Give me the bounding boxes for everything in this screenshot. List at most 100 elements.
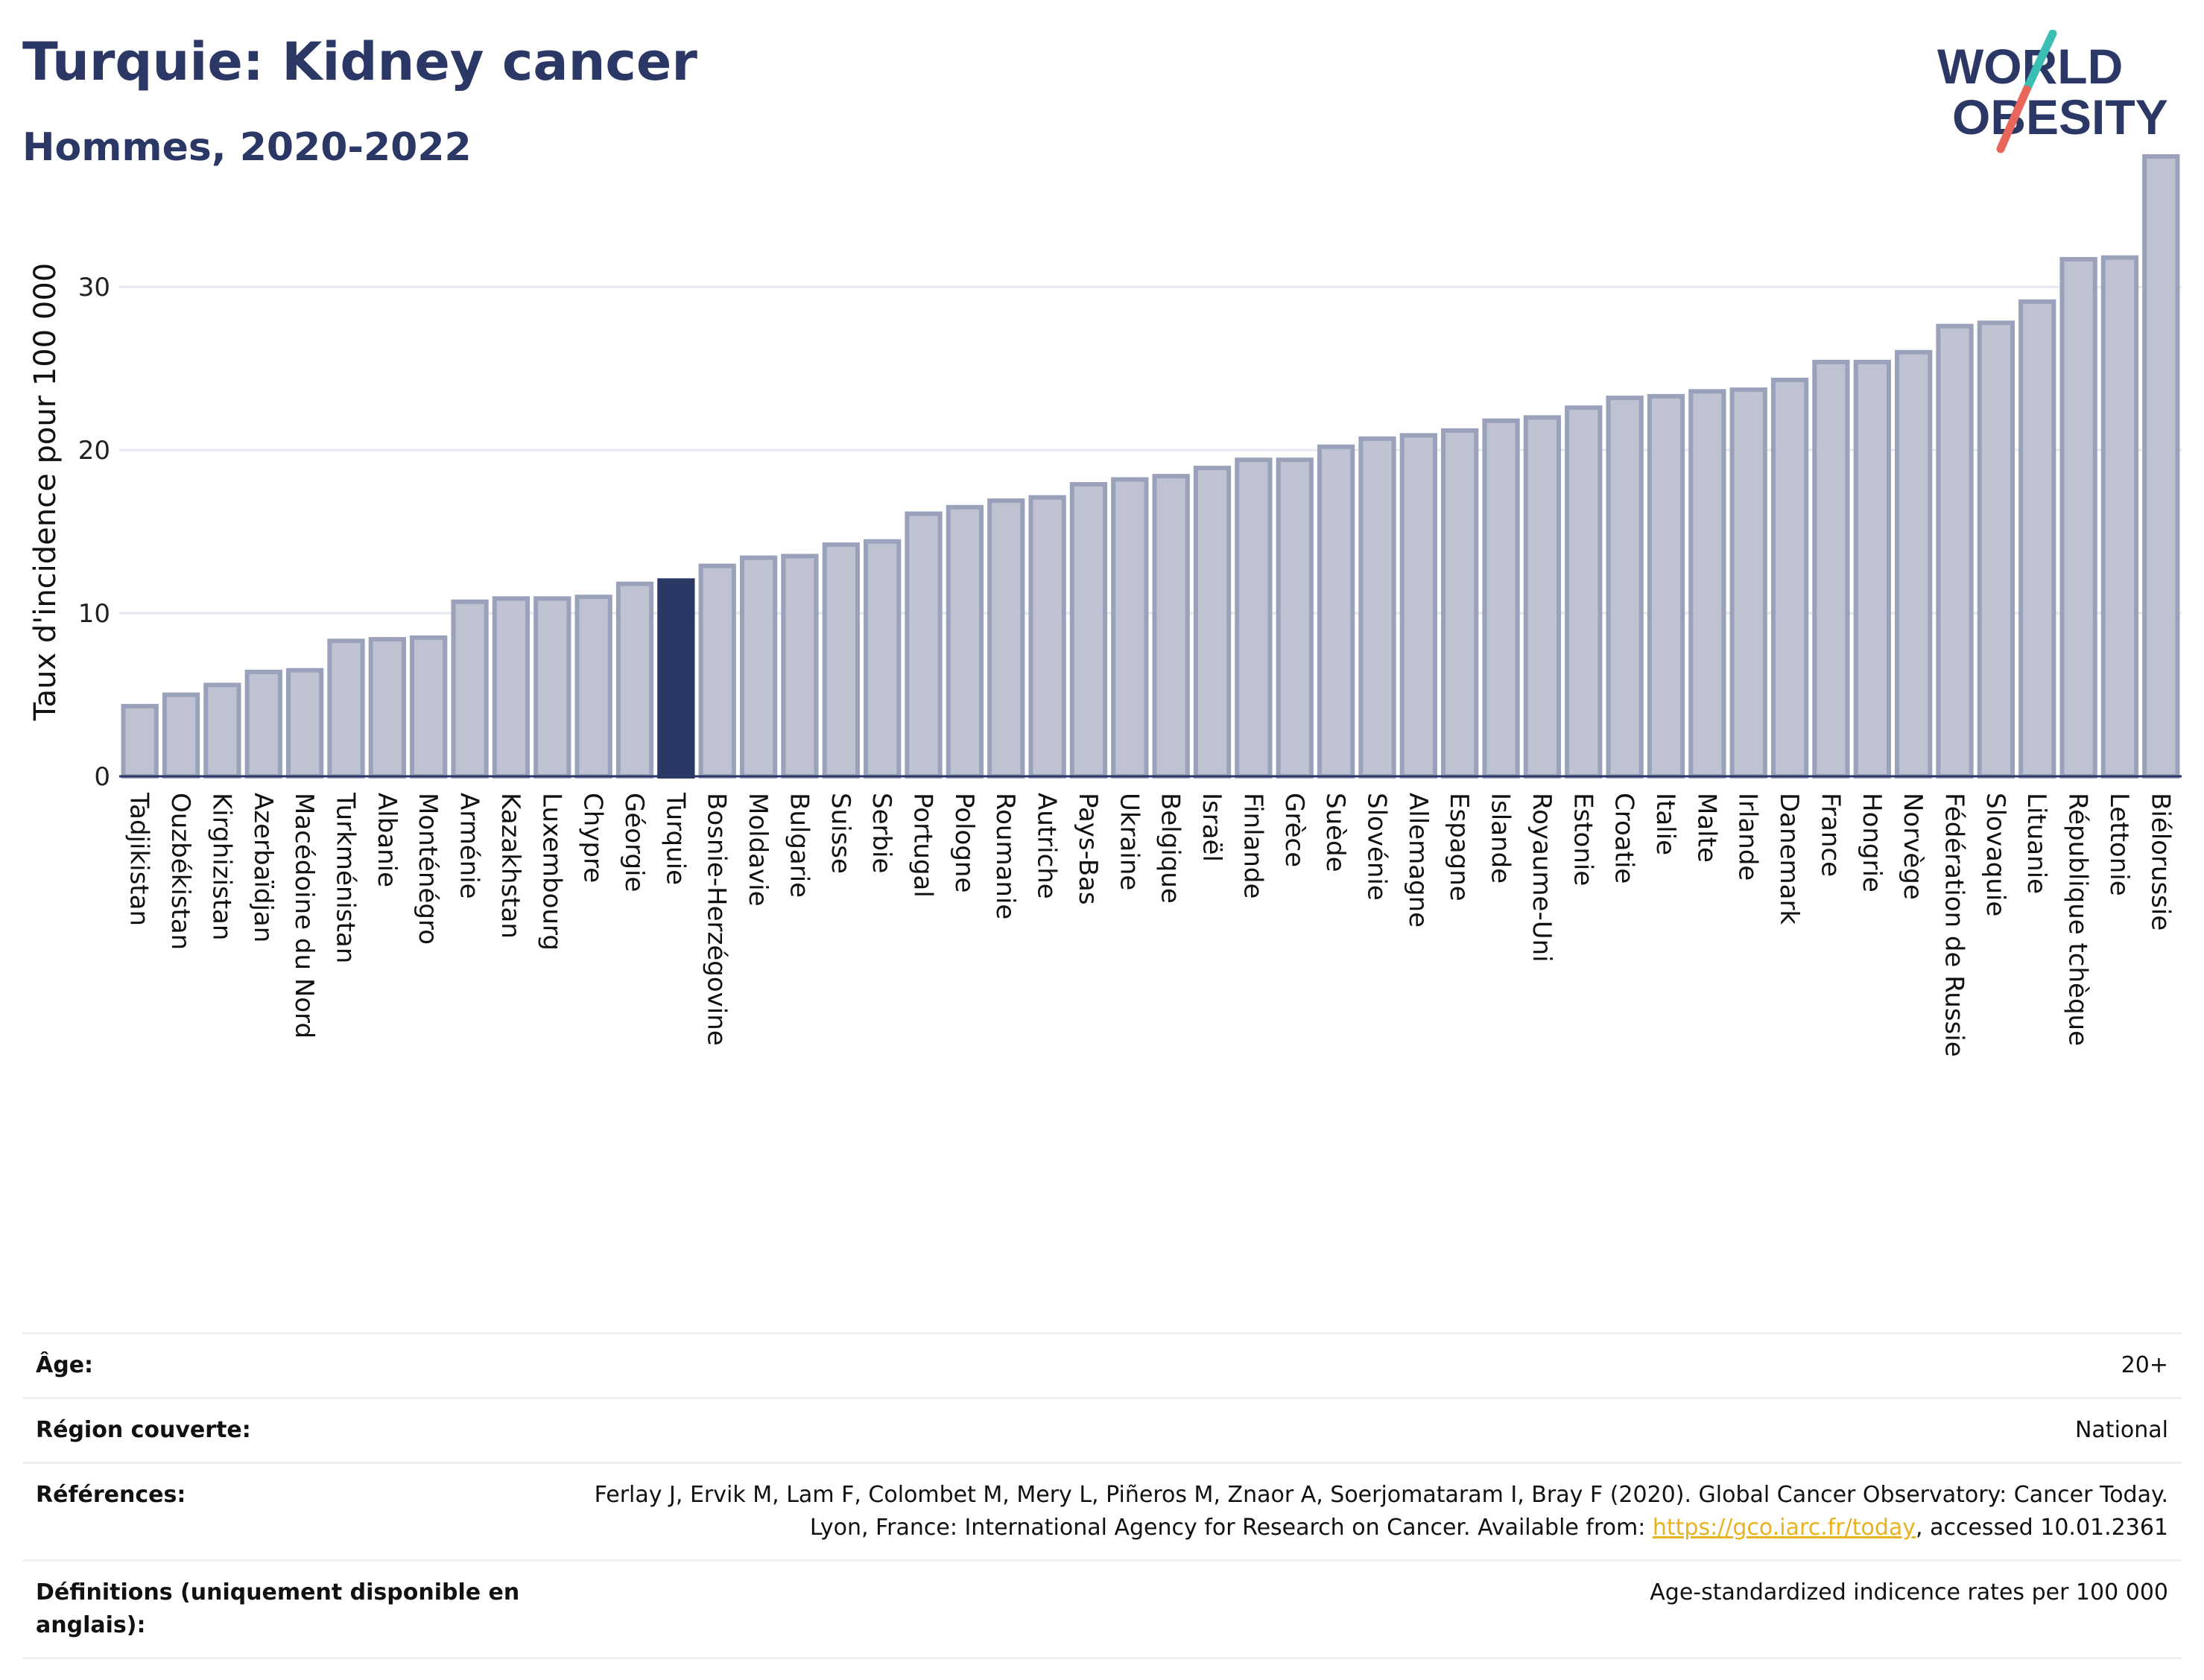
- bar: [1111, 477, 1149, 779]
- bar: [1606, 396, 1644, 779]
- bar: [1523, 415, 1562, 779]
- x-tick-label: Kirghizistan: [206, 793, 236, 940]
- x-tick-label: Belgique: [1156, 793, 1185, 904]
- bar: [1276, 457, 1314, 779]
- bar: [1152, 474, 1190, 779]
- info-table: Âge: 20+ Région couverte: National Référ…: [22, 1332, 2182, 1659]
- x-tick-label: Turkménistan: [330, 792, 360, 963]
- bar: [121, 703, 159, 779]
- x-tick-label: Royaume-Uni: [1527, 793, 1557, 963]
- bar: [1812, 359, 1850, 779]
- bar: [574, 595, 612, 779]
- y-tick-label: 20: [78, 436, 110, 466]
- info-key: Références:: [36, 1482, 186, 1508]
- bar: [1399, 433, 1437, 779]
- bar: [533, 596, 571, 779]
- info-value: National: [2074, 1417, 2168, 1443]
- bar: [1729, 387, 1767, 779]
- bar: [327, 638, 365, 779]
- reference-text: Ferlay J, Ervik M, Lam F, Colombet M, Me…: [594, 1482, 2168, 1541]
- x-tick-label: Hongrie: [1857, 793, 1887, 893]
- bar-chart: 0 10 20 30 Tadjikistan Ouzbékistan Kirghizist…: [28, 154, 2182, 1057]
- bar: [410, 635, 448, 779]
- world-obesity-logo: WORLD OBESITY: [1937, 30, 2168, 153]
- x-tick-label: Estonie: [1568, 793, 1597, 886]
- x-tick-label: Suède: [1320, 793, 1350, 872]
- x-tick-label: Géorgie: [619, 793, 649, 892]
- x-tick-label: Norvège: [1898, 793, 1928, 900]
- bar: [615, 581, 654, 779]
- bar: [1193, 466, 1232, 779]
- bar: [1853, 359, 1891, 779]
- x-tick-label: Ouzbékistan: [165, 793, 195, 950]
- x-tick-label: Azerbaïdjan: [248, 793, 278, 942]
- bar: [285, 668, 324, 779]
- bar: [244, 669, 282, 779]
- bar: [822, 542, 860, 779]
- x-tick-label: Albanie: [372, 793, 402, 887]
- bar: [2100, 255, 2139, 779]
- x-tick-label: Fédération de Russie: [1939, 793, 1969, 1057]
- x-tick-label: Pays-Bas: [1073, 793, 1103, 905]
- reference-accessed: , accessed 10.01.2361: [1916, 1515, 2168, 1541]
- bar: [1358, 436, 1396, 779]
- info-row-definitions: Définitions (uniquement disponible en an…: [22, 1559, 2182, 1659]
- x-tick-label: République tchèque: [2063, 793, 2093, 1046]
- info-value: Age-standardized indicence rates per 100…: [1650, 1579, 2168, 1605]
- bar: [1441, 428, 1479, 779]
- bar: [1688, 389, 1726, 779]
- chart-subtitle: Hommes, 2020-2022: [22, 125, 472, 170]
- x-tick-label: Espagne: [1444, 793, 1474, 901]
- x-tick-label: Grèce: [1279, 793, 1309, 867]
- bar: [781, 554, 819, 779]
- info-row-region: Région couverte: National: [22, 1397, 2182, 1462]
- x-tick-label: Chypre: [578, 793, 608, 883]
- x-tick-label: France: [1815, 793, 1845, 877]
- info-key: Âge:: [36, 1352, 94, 1378]
- x-tick-label: Moldavie: [743, 793, 773, 907]
- info-row-references: Références: Ferlay J, Ervik M, Lam F, Co…: [22, 1462, 2182, 1559]
- x-tick-label: Bosnie-Herzégovine: [702, 793, 732, 1046]
- info-value: 20+: [2121, 1352, 2168, 1378]
- logo-word-obesity: OBESITY: [1952, 89, 2168, 145]
- x-tick-label: Pologne: [949, 793, 979, 893]
- x-tick-label: Malte: [1691, 793, 1721, 863]
- info-key: Région couverte:: [36, 1417, 251, 1443]
- bar: [203, 682, 241, 779]
- bar: [1069, 482, 1108, 779]
- bar: [1565, 405, 1603, 779]
- x-tick-label: Danemark: [1774, 793, 1804, 925]
- bar: [451, 599, 489, 779]
- bar: [1317, 444, 1355, 779]
- bar: [1235, 457, 1273, 779]
- x-tick-label: Allemagne: [1403, 793, 1433, 928]
- bar: [1028, 495, 1066, 779]
- x-tick-label: Croatie: [1609, 793, 1639, 884]
- bar: [2142, 154, 2180, 779]
- x-tick-label: Kazakhstan: [495, 793, 525, 939]
- bar: [1482, 418, 1520, 779]
- x-tick-label: Roumanie: [990, 793, 1020, 919]
- bar: [657, 578, 695, 779]
- bar: [2059, 256, 2097, 779]
- y-tick-label: 10: [78, 599, 110, 629]
- bar: [1647, 393, 1685, 779]
- bar: [905, 511, 943, 779]
- y-tick-label: 30: [78, 273, 110, 302]
- x-tick-label: Irlande: [1733, 793, 1763, 881]
- info-value: Ferlay J, Ervik M, Lam F, Colombet M, Me…: [566, 1479, 2168, 1544]
- reference-link[interactable]: https://gco.iarc.fr/today: [1652, 1515, 1916, 1541]
- x-tick-label: Turquie: [660, 792, 690, 885]
- x-tick-label: Ukraine: [1114, 793, 1144, 890]
- x-tick-label: Biélorussie: [2145, 793, 2175, 931]
- bar: [987, 498, 1025, 779]
- x-tick-label: Slovénie: [1361, 793, 1391, 901]
- x-tick-label: Israël: [1197, 793, 1226, 862]
- bar: [1977, 320, 2015, 779]
- bar: [162, 692, 200, 779]
- bar: [739, 555, 778, 779]
- x-tick-label: Serbie: [867, 793, 896, 873]
- x-tick-label: Arménie: [455, 793, 484, 899]
- bar: [698, 563, 736, 779]
- x-tick-label: Bulgarie: [784, 793, 814, 898]
